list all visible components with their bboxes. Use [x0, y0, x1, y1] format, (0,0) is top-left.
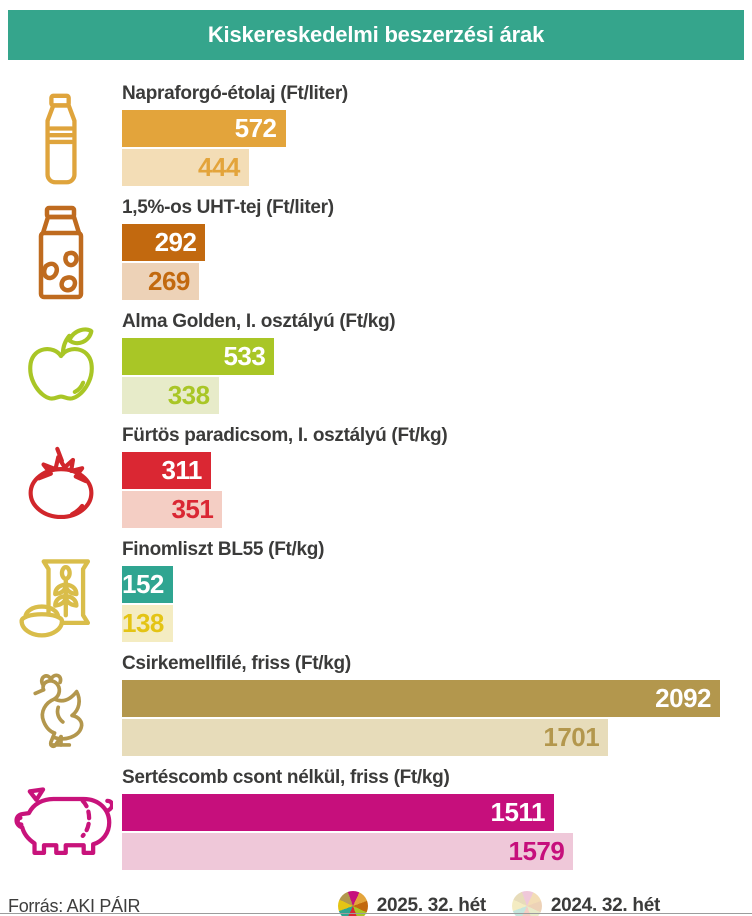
- product-row: Napraforgó-étolaj (Ft/liter) 572 444: [0, 84, 720, 198]
- bar-value-2024: 338: [167, 380, 210, 410]
- pig-icon: [0, 768, 122, 876]
- bar-value-2024: 1701: [543, 722, 600, 752]
- product-label: Finomliszt BL55 (Ft/kg): [122, 539, 325, 560]
- pinwheel-2025-icon: [337, 891, 368, 916]
- pinwheel-2024-icon: [511, 891, 542, 916]
- bar-chart: Napraforgó-étolaj (Ft/liter) 572 444 1,5…: [0, 84, 752, 882]
- bar-2024: 351: [122, 491, 223, 528]
- bar-value-2024: 1579: [508, 836, 565, 866]
- bar-2025: 572: [122, 110, 286, 147]
- product-label: Csirkemellfilé, friss (Ft/kg): [122, 653, 351, 674]
- legend-item-2024: 2024. 32. hét: [511, 891, 660, 916]
- product-row: Finomliszt BL55 (Ft/kg) 152 138: [0, 540, 720, 654]
- bar-value-2025: 533: [223, 341, 266, 371]
- legend: 2025. 32. hét 2024. 32. hét: [337, 891, 660, 916]
- legend-label-2024: 2024. 32. hét: [550, 895, 660, 916]
- bar-2024: 269: [122, 263, 199, 300]
- bar-2025: 152: [122, 566, 173, 603]
- bar-2024: 138: [122, 605, 173, 642]
- footer: Forrás: AKI PÁIR 2025. 32. hét 2024. 32.…: [0, 890, 752, 916]
- bar-2024: 444: [122, 149, 249, 186]
- tomato-icon: [0, 426, 122, 534]
- product-row: Alma Golden, I. osztályú (Ft/kg) 533 338: [0, 312, 720, 426]
- bar-2024: 1701: [122, 719, 609, 756]
- bar-2025: 533: [122, 338, 275, 375]
- bar-value-2025: 1511: [490, 797, 546, 827]
- bar-value-2025: 311: [161, 455, 202, 485]
- bar-2024: 338: [122, 377, 219, 414]
- product-row: Fürtös paradicsom, I. osztályú (Ft/kg) 3…: [0, 426, 720, 540]
- bar-value-2024: 351: [171, 494, 214, 524]
- chicken-icon: [0, 654, 122, 762]
- bar-value-2024: 444: [198, 152, 240, 182]
- bar-value-2025: 152: [122, 569, 164, 599]
- bar-2025: 1511: [122, 794, 554, 831]
- bar-2025: 2092: [122, 680, 720, 717]
- product-row: Csirkemellfilé, friss (Ft/kg) 2092 1701: [0, 654, 720, 768]
- product-label: Alma Golden, I. osztályú (Ft/kg): [122, 311, 396, 332]
- legend-item-2025: 2025. 32. hét: [337, 891, 486, 916]
- product-row: 1,5%-os UHT-tej (Ft/liter) 292 269: [0, 198, 720, 312]
- source-note: Forrás: AKI PÁIR: [8, 895, 141, 916]
- product-row: Sertéscomb csont nélkül, friss (Ft/kg) 1…: [0, 768, 720, 882]
- product-label: Sertéscomb csont nélkül, friss (Ft/kg): [122, 767, 450, 788]
- product-label: 1,5%-os UHT-tej (Ft/liter): [122, 197, 334, 218]
- product-label: Fürtös paradicsom, I. osztályú (Ft/kg): [122, 425, 448, 446]
- bar-value-2025: 2092: [655, 683, 711, 713]
- bar-value-2025: 572: [234, 113, 277, 143]
- legend-label-2025: 2025. 32. hét: [376, 895, 486, 916]
- bar-value-2024: 269: [148, 266, 190, 296]
- product-label: Napraforgó-étolaj (Ft/liter): [122, 83, 348, 104]
- bar-value-2025: 292: [154, 227, 197, 257]
- oil-bottle-icon: [0, 84, 122, 192]
- bottom-divider: [0, 913, 752, 914]
- page-title: Kiskereskedelmi beszerzési árak: [207, 22, 545, 47]
- bar-2025: 292: [122, 224, 206, 261]
- milk-carton-icon: [0, 198, 122, 306]
- bar-2024: 1579: [122, 833, 574, 870]
- bar-value-2024: 138: [122, 608, 164, 638]
- header-banner: Kiskereskedelmi beszerzési árak: [8, 10, 744, 60]
- apple-icon: [0, 312, 122, 420]
- flour-sack-icon: [0, 540, 122, 648]
- bar-2025: 311: [122, 452, 211, 489]
